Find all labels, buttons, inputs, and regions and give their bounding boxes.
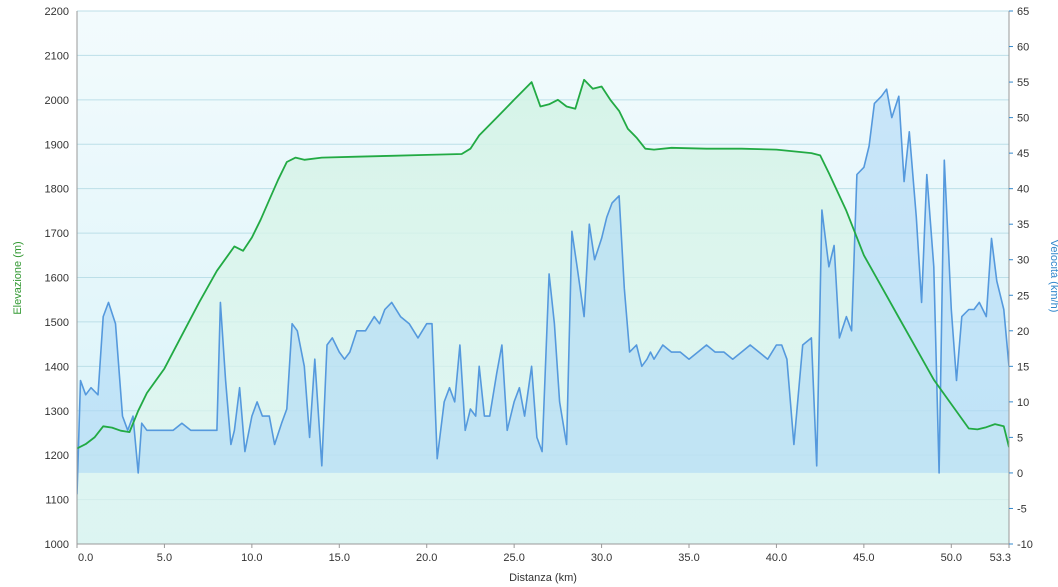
y2-tick-label: 65: [1017, 6, 1029, 18]
y2-tick-label: 10: [1017, 397, 1029, 409]
y-tick-label: 1800: [45, 184, 69, 196]
y-tick-label: 2200: [45, 6, 69, 18]
y2-tick-label: 20: [1017, 326, 1029, 338]
y-tick-label: 1400: [45, 361, 69, 373]
y-tick-label: 1100: [45, 495, 69, 507]
y-tick-label: 1600: [45, 273, 69, 285]
x-tick-label: 20.0: [416, 552, 437, 564]
y-axis-label: Elevazione (m): [12, 241, 24, 314]
x-tick-label: 10.0: [241, 552, 262, 564]
x-tick-label: 0.0: [78, 552, 93, 564]
y-tick-label: 2100: [45, 50, 69, 62]
y2-tick-label: 35: [1017, 219, 1029, 231]
y-tick-label: 1900: [45, 139, 69, 151]
y2-tick-label: 25: [1017, 290, 1029, 302]
y2-tick-label: 0: [1017, 468, 1023, 480]
y-tick-label: 1000: [45, 539, 69, 551]
x-tick-label: 30.0: [591, 552, 612, 564]
x-tick-label: 25.0: [503, 552, 524, 564]
x-axis-label: Distanza (km): [509, 572, 577, 584]
y-tick-label: 1200: [45, 450, 69, 462]
x-tick-label: 5.0: [157, 552, 172, 564]
x-tick-label: 35.0: [678, 552, 699, 564]
speed-area: [77, 89, 1009, 495]
y-tick-label: 1500: [45, 317, 69, 329]
speed-line: [77, 88, 1009, 495]
x-tick-label: 15.0: [329, 552, 350, 564]
y-tick-label: 1300: [45, 406, 69, 418]
y2-tick-label: 15: [1017, 361, 1029, 373]
y2-tick-label: 50: [1017, 113, 1029, 125]
y2-tick-labels: -10 -5 0 5 10 15 20 25 30 35 40 45 50 55 60 65: [1009, 6, 1033, 551]
y2-tick-label: -10: [1017, 539, 1033, 551]
x-tick-label: 50.0: [941, 552, 962, 564]
y2-tick-label: 5: [1017, 432, 1023, 444]
elevation-line: [77, 78, 1009, 450]
y-tick-label: 2000: [45, 95, 69, 107]
x-tick-labels: 0.0 5.0 10.0 15.0 20.0 25.0 30.0 35.0 40.0 45.0 50…: [76, 544, 1011, 564]
y2-tick-label: 45: [1017, 148, 1029, 160]
y2-tick-label: 60: [1017, 42, 1029, 54]
y2-tick-label: 30: [1017, 255, 1029, 267]
y2-axis-label: Velocità (km/h): [1048, 240, 1058, 313]
y2-tick-label: -5: [1017, 503, 1027, 515]
y-tick-labels: 1000 1100 1200 1300 1400 1500 1600 1700 1800 1900…: [45, 6, 69, 551]
y2-tick-label: 55: [1017, 77, 1029, 89]
y2-tick-label: 40: [1017, 184, 1029, 196]
x-tick-label: 53.3: [990, 552, 1011, 564]
x-tick-label: 40.0: [766, 552, 787, 564]
y-tick-label: 1700: [45, 228, 69, 240]
x-tick-label: 45.0: [853, 552, 874, 564]
